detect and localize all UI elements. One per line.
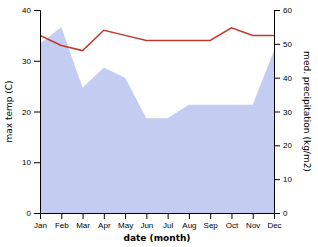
plot: JanFebMarAprMayJunJulAugSepOctNovDec0102…: [4, 6, 312, 243]
axis-line: [41, 214, 275, 220]
tick-label: Oct: [226, 221, 239, 230]
tick-label: 20: [22, 108, 31, 117]
tick-label: 0: [283, 209, 288, 218]
tick-mark: [274, 112, 280, 113]
tick-label: 40: [283, 74, 292, 83]
tick-label: 50: [283, 40, 292, 49]
y2-axis: 0 10 20 30 40 50 60: [274, 6, 292, 218]
tick-mark: [189, 213, 190, 219]
tick-mark: [104, 213, 105, 219]
tick: 20: [274, 141, 292, 150]
tick: 0: [274, 209, 288, 218]
tick: 50: [274, 40, 292, 49]
tick: 20: [22, 108, 40, 117]
x-axis: Jan Feb Mar Apr May Jun Jul Aug Sep Oct Nov Dec: [34, 213, 282, 230]
tick-mark: [274, 179, 280, 180]
tick: 30: [274, 108, 292, 117]
tick-mark: [253, 213, 254, 219]
tick-label: 20: [283, 141, 292, 150]
x-axis-title: date (month): [124, 233, 191, 243]
tick-mark: [274, 78, 280, 79]
tick-label: Jan: [34, 221, 47, 230]
tick-mark: [274, 213, 280, 214]
tick-mark: [34, 112, 40, 113]
tick: Aug: [182, 213, 196, 230]
tick-mark: [34, 10, 40, 11]
tick-mark: [274, 10, 280, 11]
tick-label: Sep: [204, 221, 219, 230]
tick-label: Feb: [55, 221, 69, 230]
tick-label: May: [118, 221, 133, 230]
tick-mark: [231, 213, 232, 219]
tick-label: 10: [283, 175, 292, 184]
y2-axis-title: med. precipitation (kg/m2): [302, 51, 312, 172]
tick-mark: [146, 213, 147, 219]
y-axis: 0 10 20 30 40: [22, 6, 40, 218]
tick-mark: [274, 44, 280, 45]
tick-mark: [34, 61, 40, 62]
tick: Jul: [163, 213, 173, 230]
tick: Jun: [140, 213, 153, 230]
tick: May: [118, 213, 133, 230]
y-axis-title: max temp (C): [4, 80, 14, 142]
axis-line: [275, 11, 281, 214]
tick: 10: [274, 175, 292, 184]
tick-label: Nov: [246, 221, 260, 230]
tick-label: 30: [22, 57, 31, 66]
tick-mark: [61, 213, 62, 219]
tick-label: 10: [22, 158, 31, 167]
tick-mark: [210, 213, 211, 219]
tick-mark: [83, 213, 84, 219]
tick: 40: [274, 74, 292, 83]
area: [40, 27, 274, 213]
tick: Jan: [34, 213, 47, 230]
tick-label: 40: [22, 6, 31, 15]
tick: Dec: [267, 213, 281, 230]
tick-mark: [168, 213, 169, 219]
marks: [40, 27, 274, 213]
tick-label: 30: [283, 108, 292, 117]
axis-line: [34, 11, 41, 214]
tick: 30: [22, 57, 40, 66]
tick: Apr: [98, 213, 111, 230]
tick-label: Aug: [182, 221, 196, 230]
tick: 40: [22, 6, 40, 15]
tick-label: Apr: [98, 221, 111, 230]
tick: Oct: [226, 213, 239, 230]
tick: Mar: [76, 213, 90, 230]
tick: 60: [274, 6, 292, 15]
tick: 0: [27, 209, 40, 218]
chart: JanFebMarAprMayJunJulAugSepOctNovDec0102…: [0, 0, 318, 247]
tick: 10: [22, 158, 40, 167]
tick-mark: [125, 213, 126, 219]
tick: Feb: [55, 213, 69, 230]
tick: Nov: [246, 213, 260, 230]
tick-label: Jun: [140, 221, 153, 230]
tick-label: Dec: [267, 221, 281, 230]
tick: Sep: [204, 213, 219, 230]
tick-label: Mar: [76, 221, 90, 230]
tick-label: Jul: [163, 221, 173, 230]
line: [40, 28, 274, 51]
tick-label: 60: [283, 6, 292, 15]
tick-label: 0: [27, 209, 32, 218]
tick-mark: [34, 213, 40, 214]
tick-mark: [274, 145, 280, 146]
tick-mark: [34, 162, 40, 163]
